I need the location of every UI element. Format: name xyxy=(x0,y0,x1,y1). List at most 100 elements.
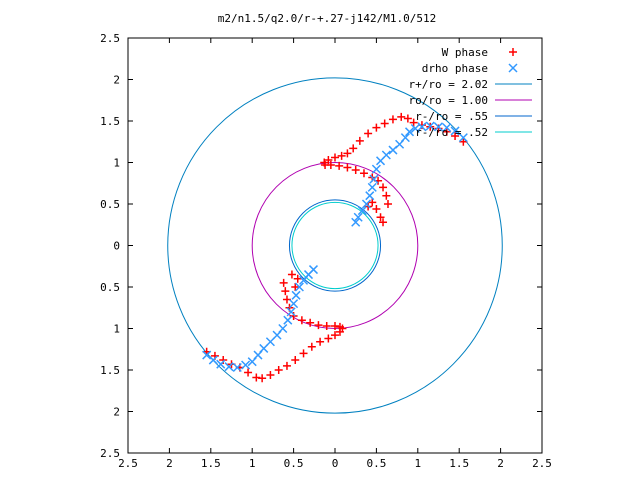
w-phase-point xyxy=(331,153,339,162)
drho-phase-point xyxy=(224,362,234,372)
w-phase-point xyxy=(279,278,288,287)
drho-phase-point xyxy=(283,315,293,325)
w-phase-point xyxy=(364,129,373,138)
y-tick-label: 0.5 xyxy=(100,281,120,294)
y-tick-label: 2 xyxy=(113,406,120,419)
axis-ticks: 2.5 2 1.5 1 0.5 0 0.5 1 1.5 2 2.52.521.510.500.511… xyxy=(100,32,552,470)
w-phase-point xyxy=(274,366,283,374)
reference-circle xyxy=(167,77,503,414)
w-phase-point xyxy=(287,270,296,279)
legend-label: drho phase xyxy=(422,62,488,75)
drho-phase-point xyxy=(369,174,379,184)
drho-phase-point xyxy=(417,122,427,132)
w-phase-point xyxy=(372,123,381,132)
w-phase-point xyxy=(397,112,406,121)
x-tick-label: 2 xyxy=(497,457,504,470)
drho-phase-point xyxy=(308,265,319,275)
y-tick-label: 2.5 xyxy=(100,447,120,460)
legend-marker xyxy=(508,63,518,73)
drho-phase-point xyxy=(442,123,452,133)
w-phase-point xyxy=(307,342,316,351)
w-phase-point xyxy=(244,368,253,377)
data-series xyxy=(202,112,468,383)
w-phase-point xyxy=(324,156,333,165)
drho-phase-point xyxy=(351,217,361,227)
x-tick-label: 0 xyxy=(332,457,339,470)
drho-phase-point xyxy=(410,123,420,134)
drho-phase-point xyxy=(425,121,435,131)
drho-phase-point xyxy=(371,164,381,174)
w-phase-point xyxy=(282,295,291,304)
y-tick-label: 1.5 xyxy=(100,115,120,128)
w-phase-point xyxy=(297,316,306,325)
y-tick-label: 2.5 xyxy=(100,32,120,45)
x-tick-label: 0.5 xyxy=(366,457,386,470)
w-phase-point xyxy=(403,114,412,123)
w-phase-point xyxy=(335,322,344,331)
drho-phase-point xyxy=(232,362,242,373)
w-phase-point xyxy=(359,169,368,178)
w-phase-point xyxy=(291,356,300,365)
drho-phase-point xyxy=(286,307,296,317)
x-tick-label: 0.5 xyxy=(284,457,304,470)
reference-circle xyxy=(251,162,419,329)
x-tick-label: 1 xyxy=(249,457,256,470)
reference-circle xyxy=(288,199,382,292)
w-phase-point xyxy=(281,287,290,296)
w-phase-point xyxy=(266,370,275,379)
drho-phase-point xyxy=(450,126,460,136)
w-phase-point xyxy=(451,131,460,140)
drho-phase-point xyxy=(241,360,251,370)
w-phase-point xyxy=(258,374,267,383)
x-tick-label: 2.5 xyxy=(532,457,552,470)
drho-phase-point xyxy=(388,145,398,155)
w-phase-point xyxy=(382,191,391,200)
w-phase-point xyxy=(368,198,377,207)
drho-phase-point xyxy=(404,127,415,137)
w-phase-point xyxy=(388,115,397,124)
y-tick-label: 2 xyxy=(113,74,120,87)
drho-phase-point xyxy=(357,206,367,216)
drho-phase-point xyxy=(278,323,288,334)
legend-label: r-/ro = .52 xyxy=(415,126,488,139)
w-phase-point xyxy=(337,151,346,160)
y-tick-label: 1 xyxy=(113,157,120,170)
w-phase-point xyxy=(379,218,388,227)
reference-circle xyxy=(291,201,379,290)
drho-phase-point xyxy=(365,191,375,201)
legend-label: r+/ro = 2.02 xyxy=(409,78,488,91)
drho-phase-point xyxy=(433,122,444,132)
w-phase-point xyxy=(282,361,291,370)
drho-phase-point xyxy=(216,359,226,369)
w-phase-point xyxy=(376,213,385,222)
w-phase-point xyxy=(372,204,381,213)
w-phase-point xyxy=(299,349,308,358)
w-phase-point xyxy=(335,161,344,170)
legend-label: W phase xyxy=(442,46,488,59)
w-phase-point xyxy=(380,119,389,128)
y-tick-label: 1.5 xyxy=(100,364,120,377)
w-phase-point xyxy=(459,137,468,146)
w-phase-point xyxy=(343,163,352,172)
drho-phase-point xyxy=(376,156,386,166)
x-tick-label: 1.5 xyxy=(449,457,469,470)
w-phase-point xyxy=(306,318,315,327)
y-tick-label: 0.5 xyxy=(100,198,120,211)
chart-title: m2/n1.5/q2.0/r-+.27-j142/M1.0/512 xyxy=(218,12,437,25)
drho-phase-point xyxy=(291,290,301,300)
drho-phase-point xyxy=(289,299,299,309)
drho-phase-point xyxy=(353,212,363,222)
w-phase-point xyxy=(349,144,358,153)
w-phase-point xyxy=(379,183,388,192)
y-tick-label: 0 xyxy=(113,240,120,253)
w-phase-point xyxy=(331,331,339,340)
w-phase-point xyxy=(351,165,360,174)
drho-phase-point xyxy=(361,199,371,209)
w-phase-point xyxy=(314,321,323,330)
legend-marker xyxy=(509,48,517,56)
legend-label: r-/ro = .55 xyxy=(415,110,488,123)
x-tick-label: 2 xyxy=(166,457,173,470)
y-tick-label: 1 xyxy=(113,323,120,336)
w-phase-point xyxy=(409,118,418,127)
